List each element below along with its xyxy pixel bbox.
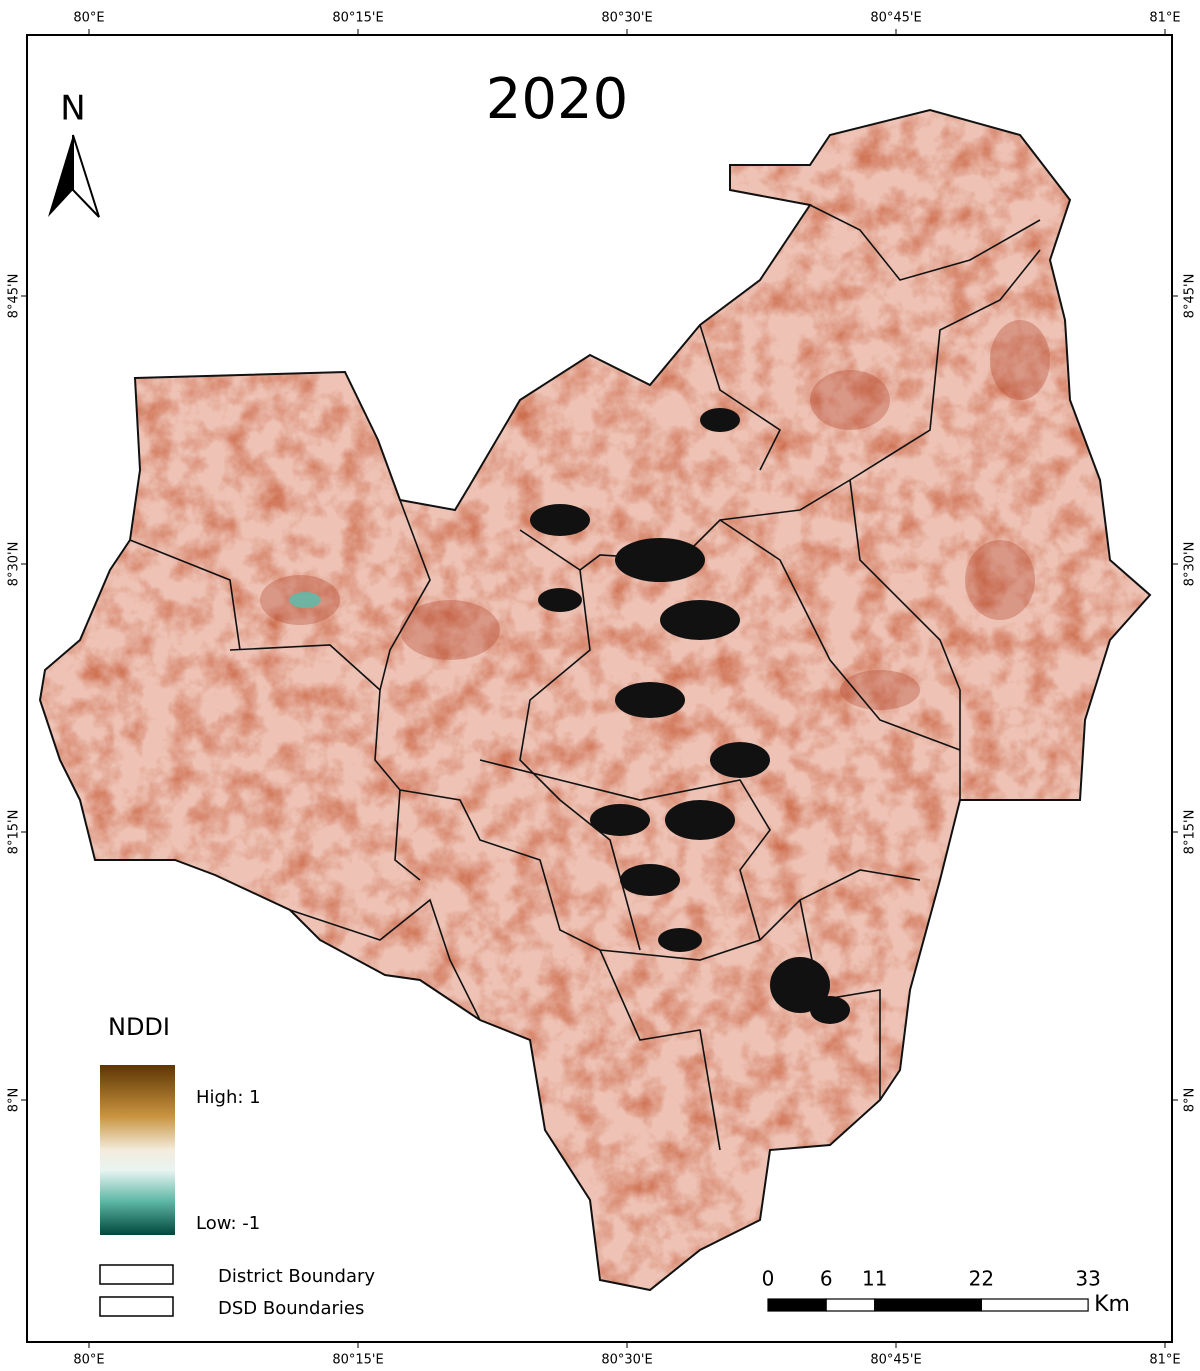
- legend-high: High: 1: [196, 1087, 261, 1108]
- lon-label: 81°E: [1149, 11, 1180, 26]
- scale-label: 6: [820, 1267, 833, 1291]
- color-ramp: [100, 1065, 175, 1235]
- lon-label: 80°15'E: [332, 11, 383, 26]
- legend-low: Low: -1: [196, 1213, 260, 1234]
- dense-patch: [990, 320, 1050, 400]
- water-body: [530, 504, 590, 536]
- water-body: [615, 538, 705, 582]
- district-boundary: [38, 108, 1152, 1292]
- map-title: 2020: [486, 67, 629, 132]
- north-arrow-left: [48, 135, 73, 217]
- lon-label: 80°45'E: [870, 11, 921, 26]
- water-body: [615, 682, 685, 718]
- legend-item: District Boundary: [218, 1266, 375, 1287]
- dsd-boundary: [479, 759, 771, 941]
- lat-label: 8°30'N: [7, 542, 22, 587]
- lon-label: 80°15'E: [332, 1353, 383, 1368]
- dense-patch: [810, 370, 890, 430]
- lat-label: 8°15'N: [1183, 810, 1198, 855]
- dsd-boundary: [519, 569, 641, 951]
- dsd-boundary: [129, 539, 241, 651]
- dsd-boundary: [799, 899, 881, 1100]
- water-body: [810, 996, 850, 1024]
- dsd-boundary: [289, 898, 481, 1021]
- dense-patch: [840, 670, 920, 710]
- dsd-boundary: [699, 324, 782, 471]
- dense-patch: [400, 600, 500, 660]
- water-body: [538, 588, 582, 612]
- lat-label: 8°N: [7, 1088, 22, 1113]
- lon-label: 80°E: [73, 1353, 104, 1368]
- dsd-boundary: [849, 479, 961, 800]
- scale-label: 11: [862, 1267, 887, 1291]
- north-arrow: N: [48, 89, 100, 218]
- wetland: [289, 592, 321, 608]
- north-arrow-right: [72, 134, 100, 218]
- scale-label: 0: [762, 1267, 775, 1291]
- water-body: [590, 804, 650, 836]
- legend: NDDI High: 1 Low: -1 District Boundary D…: [99, 1013, 375, 1319]
- dsd-boundary: [719, 519, 961, 751]
- legend-swatch: [99, 1296, 174, 1317]
- water-body: [700, 408, 740, 432]
- scale-label: 22: [969, 1267, 994, 1291]
- legend-item: DSD Boundaries: [218, 1298, 364, 1319]
- lat-label: 8°15'N: [7, 810, 22, 855]
- scale-label: 33: [1075, 1267, 1100, 1291]
- lon-label: 80°45'E: [870, 1353, 921, 1368]
- dsd-boundary: [379, 499, 431, 691]
- water-body: [620, 864, 680, 896]
- lat-label: 8°N: [1183, 1088, 1198, 1113]
- legend-title: NDDI: [108, 1013, 170, 1041]
- dense-patch: [965, 540, 1035, 620]
- dsd-boundary: [599, 949, 721, 1151]
- scale-segment: [874, 1298, 983, 1312]
- water-body: [658, 928, 702, 952]
- scale-unit: Km: [1094, 1292, 1130, 1317]
- lon-label: 80°E: [73, 11, 104, 26]
- dsd-boundary: [809, 204, 1041, 281]
- water-body: [710, 742, 770, 778]
- dsd-boundary: [519, 249, 1041, 571]
- scale-segment: [825, 1298, 876, 1312]
- lon-label: 80°30'E: [601, 1353, 652, 1368]
- lon-label: 80°30'E: [601, 11, 652, 26]
- lon-label: 81°E: [1149, 1353, 1180, 1368]
- lat-label: 8°30'N: [1183, 542, 1198, 587]
- legend-swatch: [99, 1264, 174, 1285]
- water-body: [660, 600, 740, 640]
- water-body: [665, 800, 735, 840]
- scale-segment: [767, 1298, 827, 1312]
- dsd-boundary: [229, 644, 421, 881]
- scale-segment: [980, 1298, 1089, 1312]
- lat-label: 8°45'N: [7, 274, 22, 319]
- lat-label: 8°45'N: [1183, 274, 1198, 319]
- north-label: N: [60, 89, 85, 129]
